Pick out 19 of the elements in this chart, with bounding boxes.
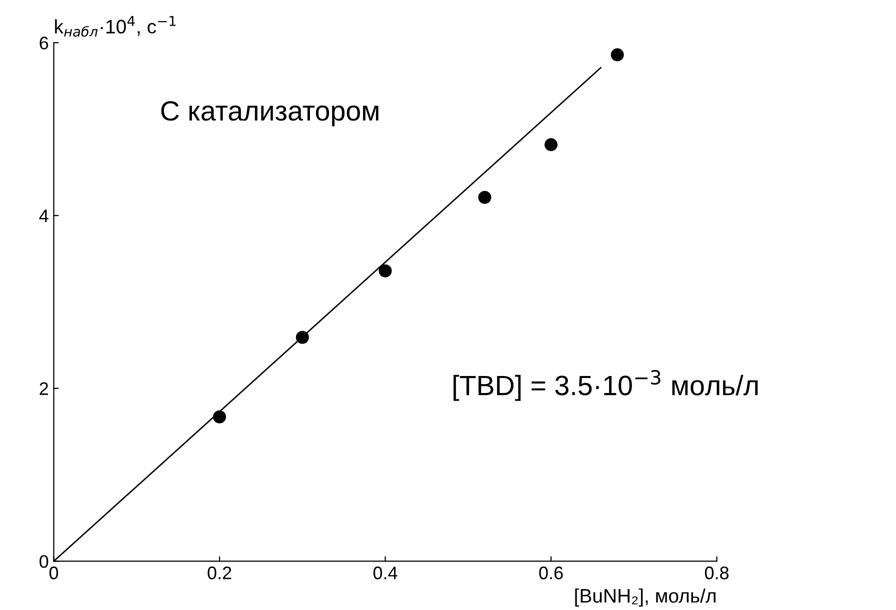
annotation: С катализатором [161,101,378,126]
y-tick-label: 2 [40,382,48,395]
point [610,48,624,62]
x-tick-label: 0.2 [208,566,232,580]
point [213,410,226,424]
y-tick-label: 4 [39,210,48,222]
x-axis-title: [BuNH₂], моль/л [575,588,716,607]
y-tick-label: 0 [40,555,48,568]
x-tick-label: 0.8 [704,566,729,580]
point [544,138,558,152]
point [378,264,392,278]
point [296,330,309,344]
x-tick-label: 0.4 [373,566,398,580]
point [478,190,492,204]
annotation: [TBD] = 3.5·10$^{−3}$ моль/л [454,370,758,401]
y-tick-label: 6 [40,36,48,50]
x-tick-label: 0 [49,566,58,580]
y-axis-title: k$_{набл}$·10$^{4}$, с$^{−1}$ [55,16,176,37]
x-tick-label: 0.6 [539,566,563,580]
